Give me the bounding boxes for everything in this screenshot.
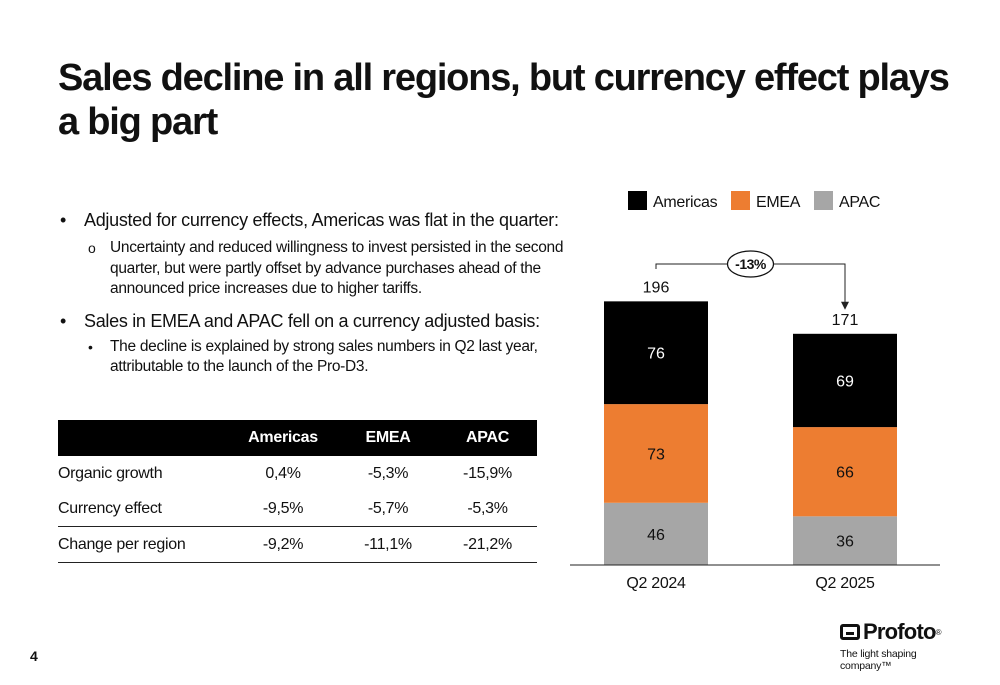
table-header-row: Americas EMEA APAC [58, 420, 537, 456]
sub-bullet-marker: o [88, 240, 96, 256]
table-row: Change per region -9,2% -11,1% -21,2% [58, 526, 537, 563]
table-cell: -9,5% [262, 499, 304, 517]
bar-segment-apac [604, 502, 708, 565]
bar-segment-americas [793, 333, 897, 428]
sub-bullet-marker: • [88, 338, 93, 355]
legend-swatch-emea [731, 191, 750, 210]
change-arrow-icon [841, 301, 849, 310]
bullet-emea-apac: Sales in EMEA and APAC fell on a currenc… [58, 309, 578, 333]
legend-label-americas: Americas [653, 194, 718, 211]
sub-bullet-emea-apac: • The decline is explained by strong sal… [88, 337, 578, 378]
table-header-cell: EMEA [338, 420, 438, 456]
data-label: 69 [836, 373, 854, 390]
legend-label-apac: APAC [839, 194, 880, 211]
total-label: 196 [643, 279, 670, 296]
bullet-list: Adjusted for currency effects, Americas … [58, 208, 578, 378]
legend-swatch-apac [814, 191, 833, 210]
sub-bullet-text: The decline is explained by strong sales… [110, 337, 538, 376]
logo-wordmark: Profoto [863, 619, 936, 644]
bar-segment-emea [604, 404, 708, 503]
table-cell: -15,9% [463, 464, 512, 482]
registered-mark: ® [935, 627, 942, 637]
table-row-label: Organic growth [58, 464, 163, 482]
table-header-cell [58, 420, 228, 456]
total-label: 171 [832, 312, 859, 329]
slide-title: Sales decline in all regions, but curren… [58, 57, 950, 143]
table-header-cell: APAC [438, 420, 537, 456]
page-number: 4 [30, 648, 38, 664]
change-badge [726, 250, 775, 278]
bar-segment-emea [793, 427, 897, 517]
category-label: Q2 2025 [815, 575, 875, 592]
table-cell: -9,2% [228, 526, 338, 563]
legend-swatch-americas [628, 191, 647, 210]
table-row-label: Change per region [58, 526, 228, 563]
table-cell: -5,3% [467, 499, 508, 517]
data-label: 66 [836, 465, 854, 482]
data-label: 76 [647, 346, 665, 363]
table-cell: -21,2% [438, 526, 537, 563]
table-row: Currency effect -9,5% -5,7% -5,3% [58, 491, 537, 527]
table-header-cell: Americas [228, 420, 338, 456]
table-row-label: Currency effect [58, 499, 162, 517]
stacked-bar-chart: Americas EMEA APAC 46 73 76 196 Q2 2024 36 66 69 17… [570, 191, 940, 592]
sub-bullet-americas: o Uncertainty and reduced willingness to… [88, 238, 578, 300]
table-cell: -11,1% [338, 526, 438, 563]
data-label: 73 [647, 446, 665, 463]
table-cell: -5,3% [367, 464, 409, 482]
data-label: 36 [836, 534, 854, 551]
category-label: Q2 2024 [626, 575, 686, 592]
sub-bullet-text: Uncertainty and reduced willingness to i… [110, 239, 564, 297]
regional-growth-table: Americas EMEA APAC Organic growth 0,4% -… [58, 420, 537, 563]
table-row: Organic growth 0,4% -5,3% -15,9% [58, 456, 537, 491]
bar-segment-apac [793, 516, 897, 565]
legend-label-emea: EMEA [756, 194, 801, 211]
profoto-logo: Profoto ® The light shaping company™ [840, 620, 970, 672]
table-cell: -5,7% [367, 499, 409, 517]
profoto-mark-icon [840, 624, 860, 640]
bullet-americas: Adjusted for currency effects, Americas … [58, 208, 578, 232]
change-label: -13% [735, 256, 767, 272]
data-label: 46 [647, 527, 665, 544]
logo-tagline: The light shaping company™ [840, 648, 917, 672]
table-cell: 0,4% [265, 464, 301, 482]
bar-segment-americas [604, 301, 708, 405]
